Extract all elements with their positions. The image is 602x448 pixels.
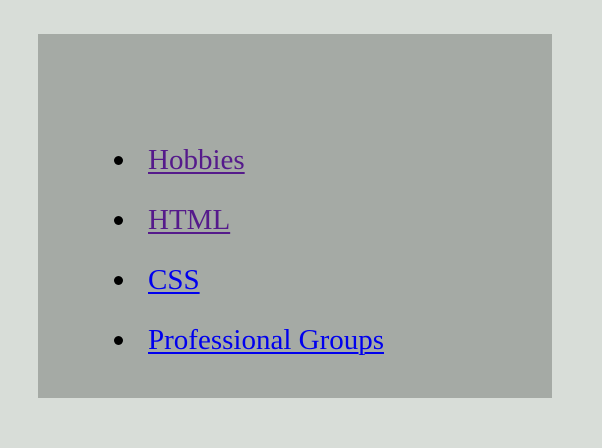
list-item: Hobbies xyxy=(113,124,384,184)
nav-list: Hobbies HTML CSS Professional Groups xyxy=(113,124,385,364)
link-html[interactable]: HTML xyxy=(148,204,231,236)
list-item: Professional Groups xyxy=(113,304,385,364)
link-professional-groups[interactable]: Professional Groups xyxy=(148,324,385,356)
list-item: HTML xyxy=(113,184,384,244)
list-item: CSS xyxy=(113,244,384,304)
link-hobbies[interactable]: Hobbies xyxy=(148,144,245,176)
nav-panel: Hobbies HTML CSS Professional Groups xyxy=(38,34,552,398)
link-css[interactable]: CSS xyxy=(148,264,200,296)
